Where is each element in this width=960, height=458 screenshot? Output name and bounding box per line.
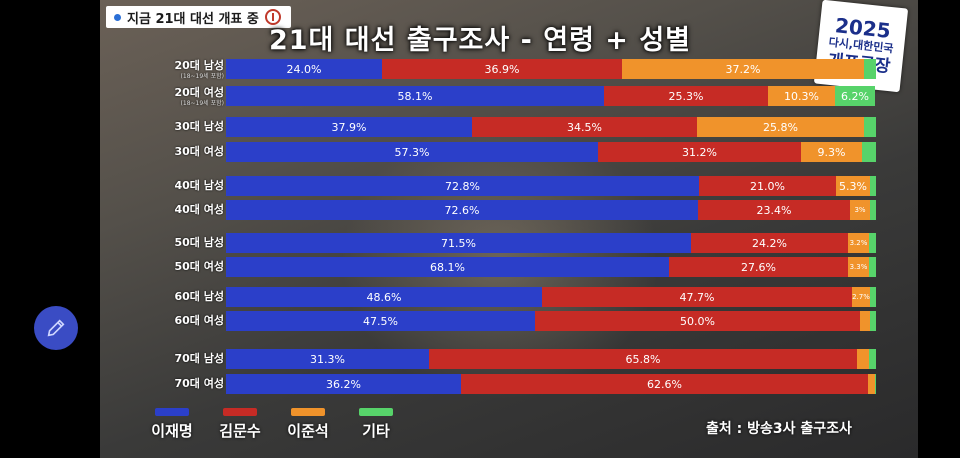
bar-segment: 65.8% — [429, 349, 857, 369]
bar-segment — [862, 142, 876, 162]
bar-segment — [870, 311, 876, 331]
row-label: 60대 여성 — [174, 314, 225, 327]
bar-segment: 34.5% — [472, 117, 697, 137]
live-tag: 지금 21대 대선 개표 중 — [106, 6, 291, 28]
source-caption: 출처 : 방송3사 출구조사 — [706, 421, 852, 437]
legend-swatch-lee-jm — [155, 408, 189, 416]
bar-segment: 25.3% — [604, 86, 768, 106]
bar-row: 72.6% 23.4% 3% — [226, 200, 876, 220]
live-dot-icon — [114, 13, 121, 21]
bar-segment — [857, 349, 869, 369]
legend-item-lee-jm: 이재명 — [144, 408, 200, 441]
bar-segment: 31.3% — [226, 349, 429, 369]
bar-segment — [864, 117, 876, 137]
bar-segment: 72.8% — [226, 176, 699, 196]
legend-item-other: 기타 — [348, 408, 404, 441]
bar-segment: 68.1% — [226, 257, 669, 277]
bar-segment — [870, 287, 876, 307]
bar-segment: 47.7% — [542, 287, 852, 307]
ballot-stamp-icon — [264, 9, 281, 25]
row-label: 70대 남성 — [174, 352, 225, 365]
bar-segment — [875, 374, 876, 394]
bar-row: 47.5% 50.0% — [226, 311, 876, 331]
bar-segment: 47.5% — [226, 311, 535, 331]
bar-segment: 6.2% — [835, 86, 875, 106]
bar-segment: 24.0% — [226, 59, 382, 79]
bar-row: 57.3% 31.2% 9.3% — [226, 142, 876, 162]
row-label: 40대 여성 — [174, 203, 225, 216]
bar-row: 68.1% 27.6% 3.3% — [226, 257, 876, 277]
bar-segment: 3.3% — [848, 257, 869, 277]
bar-segment: 3% — [850, 200, 870, 220]
chart-title: 21대 대선 출구조사 - 연령 + 성별 — [268, 25, 692, 56]
bar-segment: 23.4% — [698, 200, 850, 220]
bar-segment — [870, 176, 876, 196]
legend-label-lee-jm: 이재명 — [151, 422, 193, 440]
bar-segment: 57.3% — [226, 142, 598, 162]
bar-segment: 62.6% — [461, 374, 868, 394]
bar-segment — [868, 374, 875, 394]
row-label: 30대 여성 — [174, 145, 225, 158]
bar-segment: 48.6% — [226, 287, 542, 307]
bar-row: 36.2% 62.6% — [226, 374, 876, 394]
bar-segment — [864, 59, 876, 79]
legend-item-lee-js: 이준석 — [280, 408, 336, 441]
bar-segment: 9.3% — [801, 142, 862, 162]
row-note: (18~19세 포함) — [180, 73, 224, 80]
pencil-annotate-button[interactable] — [34, 306, 78, 350]
row-note: (18~19세 포함) — [180, 100, 224, 107]
row-label: 60대 남성 — [174, 290, 225, 303]
bar-segment: 58.1% — [226, 86, 604, 106]
chart-legend: 이재명 김문수 이준석 기타 — [144, 408, 404, 441]
legend-swatch-lee-js — [291, 408, 325, 416]
row-label: 20대 남성 — [174, 59, 225, 72]
bar-row: 71.5% 24.2% 3.2% — [226, 233, 876, 253]
bar-row: 58.1% 25.3% 10.3% 6.2% — [226, 86, 876, 106]
bar-row: 72.8% 21.0% 5.3% — [226, 176, 876, 196]
bar-segment: 37.9% — [226, 117, 472, 137]
legend-label-kim-ms: 김문수 — [219, 422, 261, 440]
bar-row: 24.0% 36.9% 37.2% — [226, 59, 876, 79]
bar-row: 37.9% 34.5% 25.8% — [226, 117, 876, 137]
bar-segment: 27.6% — [669, 257, 848, 277]
bar-segment: 50.0% — [535, 311, 860, 331]
row-label: 70대 여성 — [174, 377, 225, 390]
row-label: 30대 남성 — [174, 120, 225, 133]
bar-segment: 31.2% — [598, 142, 801, 162]
bar-row: 31.3% 65.8% — [226, 349, 876, 369]
row-label: 50대 남성 — [174, 236, 225, 249]
row-label: 40대 남성 — [174, 179, 225, 192]
bar-segment — [870, 200, 876, 220]
row-label: 20대 여성 — [174, 86, 225, 99]
legend-item-kim-ms: 김문수 — [212, 408, 268, 441]
bar-segment: 21.0% — [699, 176, 836, 196]
bar-segment: 10.3% — [768, 86, 835, 106]
bar-segment — [869, 257, 876, 277]
bar-segment: 24.2% — [691, 233, 848, 253]
legend-label-lee-js: 이준석 — [287, 422, 329, 440]
bar-segment: 36.2% — [226, 374, 461, 394]
legend-label-other: 기타 — [362, 422, 390, 440]
bar-segment — [869, 233, 876, 253]
bar-segment: 36.9% — [382, 59, 622, 79]
bar-row: 48.6% 47.7% 2.7% — [226, 287, 876, 307]
bar-segment: 37.2% — [622, 59, 864, 79]
bar-segment — [869, 349, 876, 369]
bar-segment: 71.5% — [226, 233, 691, 253]
bar-segment: 2.7% — [852, 287, 870, 307]
bar-segment: 3.2% — [848, 233, 869, 253]
bar-segment: 72.6% — [226, 200, 698, 220]
bar-segment: 5.3% — [836, 176, 870, 196]
live-tag-label: 지금 21대 대선 개표 중 — [127, 11, 259, 27]
bar-segment — [860, 311, 870, 331]
legend-swatch-kim-ms — [223, 408, 257, 416]
legend-swatch-other — [359, 408, 393, 416]
bar-segment: 25.8% — [697, 117, 864, 137]
row-label: 50대 여성 — [174, 260, 225, 273]
pencil-icon — [47, 319, 65, 337]
